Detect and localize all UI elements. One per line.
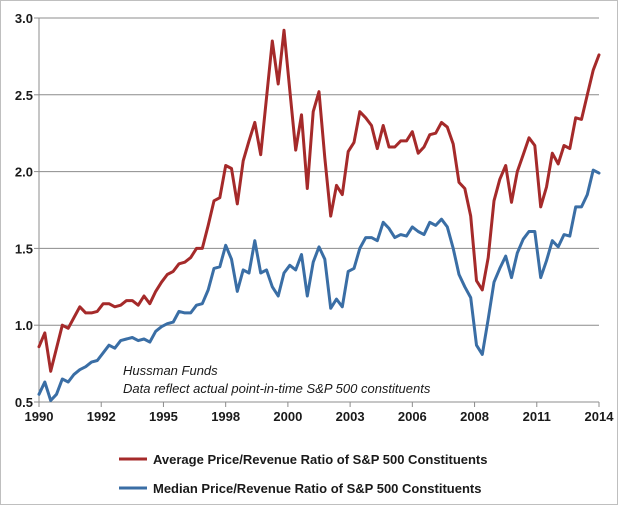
annotation-note: Data reflect actual point-in-time S&P 50… (123, 381, 431, 396)
legend-label-average: Average Price/Revenue Ratio of S&P 500 C… (153, 452, 488, 467)
y-tick-label: 2.5 (15, 88, 33, 103)
y-tick-label: 3.0 (15, 11, 33, 26)
x-tick-label: 2003 (336, 409, 365, 424)
y-tick-label: 2.0 (15, 165, 33, 180)
x-tick-label: 1992 (87, 409, 116, 424)
x-tick-label: 2014 (585, 409, 615, 424)
x-axis-ticks: 1990 1992 1995 1998 2000 2003 2006 2008 2011 2014 (25, 402, 615, 424)
x-tick-label: 1998 (211, 409, 240, 424)
x-tick-label: 1990 (25, 409, 54, 424)
annotation-source: Hussman Funds (123, 363, 218, 378)
series-line-median (37, 168, 601, 402)
y-axis-ticks: 0.5 1.0 1.5 2.0 2.5 3.0 (15, 11, 39, 410)
x-tick-label: 2008 (460, 409, 489, 424)
legend-label-median: Median Price/Revenue Ratio of S&P 500 Co… (153, 481, 481, 496)
legend: Average Price/Revenue Ratio of S&P 500 C… (119, 452, 488, 496)
y-tick-label: 0.5 (15, 395, 33, 410)
series-lines (37, 28, 601, 402)
axes (38, 18, 599, 403)
x-tick-label: 2006 (398, 409, 427, 424)
series-line-average (37, 28, 601, 373)
x-tick-label: 1995 (149, 409, 178, 424)
x-tick-label: 2011 (523, 409, 551, 424)
y-tick-label: 1.0 (15, 318, 33, 333)
x-tick-label: 2000 (273, 409, 302, 424)
gridlines (39, 17, 599, 403)
y-tick-label: 1.5 (15, 241, 33, 256)
